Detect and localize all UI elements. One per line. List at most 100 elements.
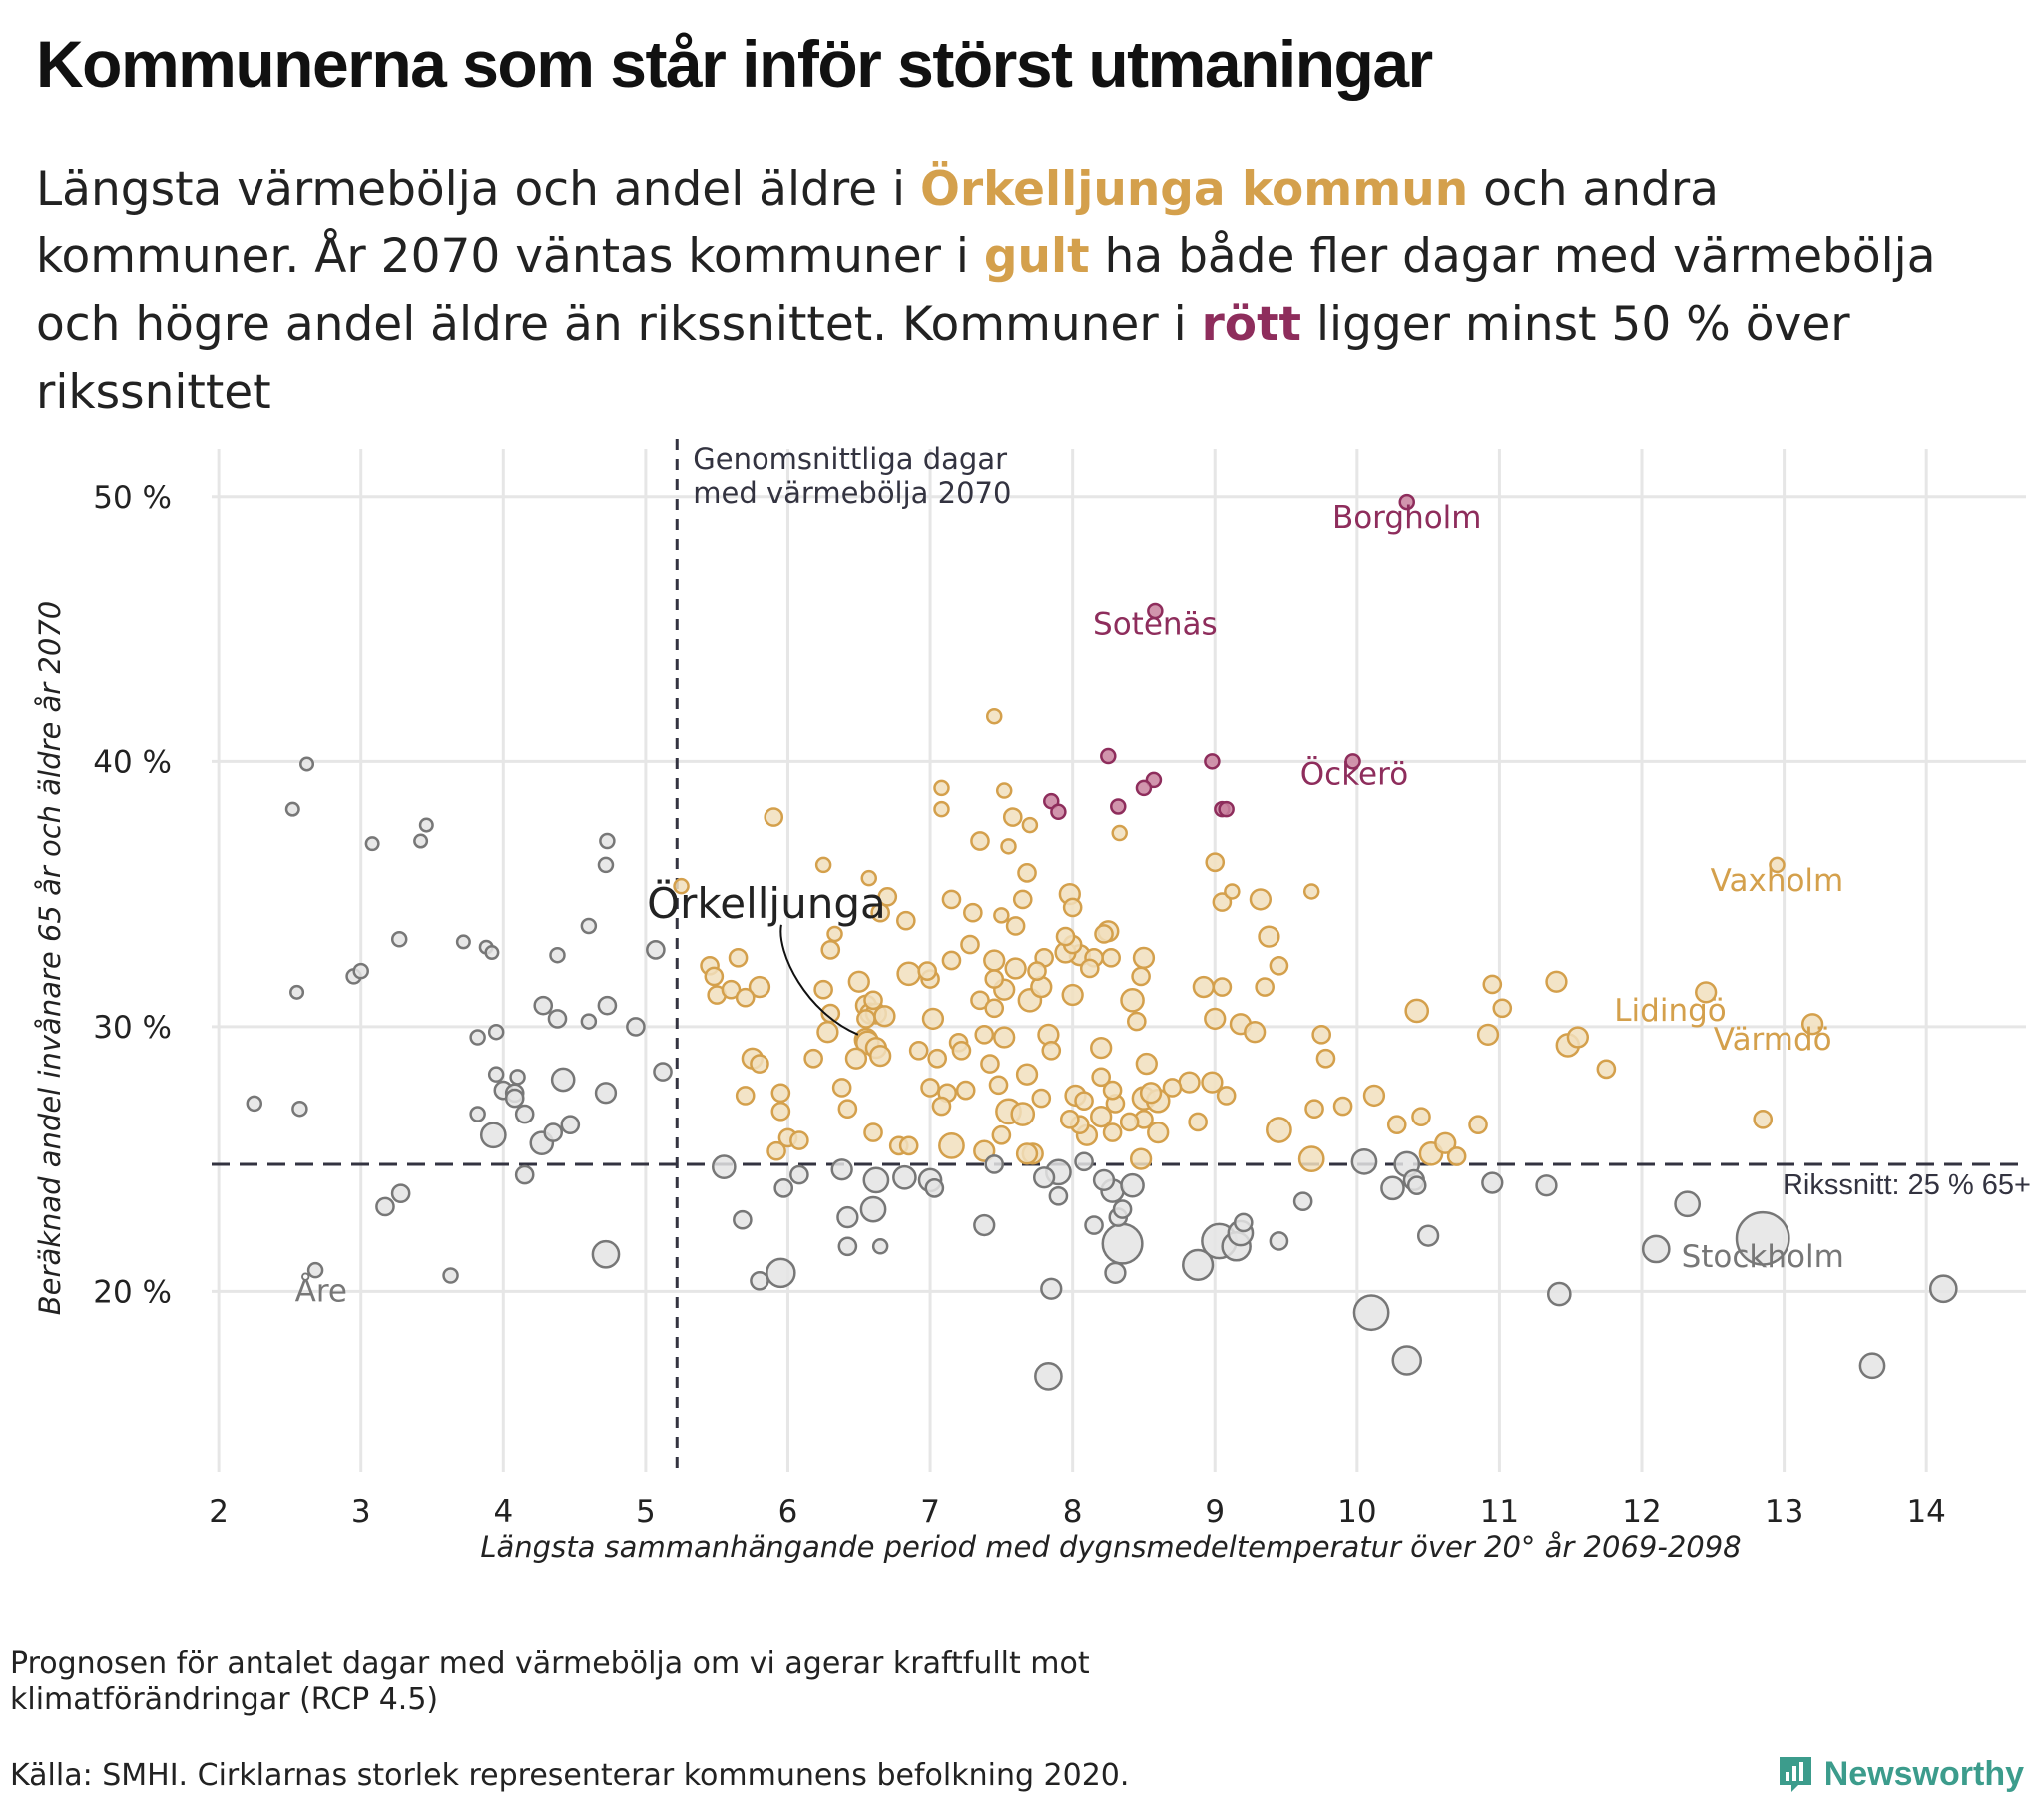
data-point-gold[interactable] <box>1482 974 1503 995</box>
data-point-gold[interactable] <box>1129 1147 1153 1170</box>
data-point-grey[interactable] <box>413 833 429 849</box>
data-point-gold[interactable] <box>983 949 1006 972</box>
data-point-grey[interactable] <box>299 756 315 772</box>
data-point-grey[interactable] <box>487 1023 505 1041</box>
data-point-gold[interactable] <box>770 1102 791 1122</box>
data-point-gold[interactable] <box>1120 988 1145 1013</box>
data-point-grey[interactable] <box>1112 1199 1133 1219</box>
data-point-gold[interactable] <box>1119 1112 1140 1132</box>
data-point-red[interactable] <box>1100 747 1117 765</box>
data-point-grey[interactable] <box>284 801 300 817</box>
data-point-grey[interactable] <box>1391 1345 1422 1376</box>
data-point-gold[interactable] <box>770 1083 791 1104</box>
data-point-gold[interactable] <box>908 1040 929 1061</box>
data-point-gold[interactable] <box>1192 975 1215 999</box>
data-point-grey[interactable] <box>1350 1147 1378 1175</box>
data-point-grey[interactable] <box>509 1069 526 1086</box>
data-point-grey[interactable] <box>871 1238 889 1255</box>
data-point-grey[interactable] <box>837 1236 858 1257</box>
data-point-gold[interactable] <box>766 1140 786 1161</box>
data-point-gold[interactable] <box>1178 1071 1201 1094</box>
data-point-grey[interactable] <box>1928 1274 1958 1304</box>
data-point-gold[interactable] <box>1266 1117 1292 1143</box>
data-point-grey[interactable] <box>1546 1281 1572 1307</box>
data-point-grey[interactable] <box>984 1154 1005 1174</box>
data-point-grey[interactable] <box>924 1178 945 1198</box>
data-point-gold[interactable] <box>1131 966 1151 987</box>
data-point-grey[interactable] <box>580 1013 598 1030</box>
data-point-grey[interactable] <box>418 817 434 833</box>
data-point-gold[interactable] <box>1244 1021 1267 1044</box>
data-point-gold[interactable] <box>941 950 962 971</box>
data-point-gold[interactable] <box>1446 1146 1467 1166</box>
data-point-grey[interactable] <box>375 1196 395 1217</box>
data-point-gold[interactable] <box>1269 955 1289 976</box>
data-point-gold[interactable] <box>728 948 749 968</box>
data-point-gold[interactable] <box>1476 1023 1500 1047</box>
data-point-grey[interactable] <box>352 962 369 980</box>
data-point-gold[interactable] <box>1015 1142 1039 1165</box>
data-point-gold[interactable] <box>1212 977 1233 997</box>
data-point-gold[interactable] <box>1102 1122 1123 1142</box>
data-point-gold[interactable] <box>860 869 878 887</box>
newsworthy-logo[interactable]: Newsworthy <box>1777 1754 2024 1794</box>
data-point-gold[interactable] <box>933 779 950 797</box>
data-point-gold[interactable] <box>1059 1110 1080 1129</box>
data-point-grey[interactable] <box>1101 1222 1144 1265</box>
data-point-grey[interactable] <box>1481 1171 1504 1194</box>
data-point-grey[interactable] <box>1084 1215 1104 1235</box>
data-point-grey[interactable] <box>1406 1175 1427 1196</box>
data-point-grey[interactable] <box>599 832 616 850</box>
data-point-gold[interactable] <box>1004 957 1027 980</box>
data-point-grey[interactable] <box>484 945 500 961</box>
data-point-gold[interactable] <box>1311 1025 1332 1045</box>
data-point-gold[interactable] <box>993 907 1010 924</box>
data-point-gold[interactable] <box>941 889 962 910</box>
data-point-grey[interactable] <box>733 1209 753 1230</box>
data-point-gold[interactable] <box>1201 1071 1224 1094</box>
data-point-grey[interactable] <box>504 1088 525 1109</box>
data-point-grey[interactable] <box>1535 1174 1558 1197</box>
data-point-grey[interactable] <box>547 1009 568 1029</box>
data-point-grey[interactable] <box>533 995 554 1016</box>
data-point-gold[interactable] <box>955 1080 976 1101</box>
data-point-red[interactable] <box>1050 803 1067 821</box>
data-point-gold[interactable] <box>704 966 725 987</box>
data-point-gold[interactable] <box>1411 1107 1431 1126</box>
data-point-gold[interactable] <box>1091 1067 1111 1088</box>
data-point-grey[interactable] <box>594 1082 618 1105</box>
data-point-grey[interactable] <box>1120 1172 1145 1198</box>
data-point-gold[interactable] <box>1188 1112 1208 1132</box>
data-point-grey[interactable] <box>1674 1190 1702 1218</box>
data-point-grey[interactable] <box>442 1267 459 1284</box>
data-point-gold[interactable] <box>991 1124 1012 1145</box>
data-point-grey[interactable] <box>1048 1186 1069 1206</box>
data-point-grey[interactable] <box>711 1154 737 1179</box>
data-point-gold[interactable] <box>735 1086 756 1106</box>
data-point-gold[interactable] <box>1566 1026 1589 1049</box>
data-point-gold[interactable] <box>1304 1099 1324 1120</box>
data-point-grey[interactable] <box>892 1164 917 1190</box>
data-point-gold[interactable] <box>1224 883 1241 900</box>
data-point-gold[interactable] <box>764 807 784 827</box>
data-point-gold[interactable] <box>869 1044 892 1068</box>
data-point-grey[interactable] <box>1104 1261 1127 1284</box>
data-point-gold[interactable] <box>921 1007 945 1031</box>
data-point-gold[interactable] <box>1315 1048 1336 1069</box>
data-point-grey[interactable] <box>455 934 471 950</box>
data-point-gold[interactable] <box>816 1021 839 1044</box>
data-point-gold[interactable] <box>1132 946 1156 969</box>
data-point-grey[interactable] <box>862 1166 890 1194</box>
data-point-gold[interactable] <box>1249 888 1273 911</box>
data-point-gold[interactable] <box>820 940 841 960</box>
data-point-grey[interactable] <box>626 1017 646 1037</box>
data-point-gold[interactable] <box>813 979 833 1000</box>
data-point-gold[interactable] <box>814 856 832 874</box>
data-point-grey[interactable] <box>1416 1224 1440 1247</box>
data-point-gold[interactable] <box>1492 998 1513 1019</box>
data-point-gold[interactable] <box>1753 1110 1774 1129</box>
data-point-grey[interactable] <box>390 931 408 948</box>
data-point-grey[interactable] <box>560 1115 581 1134</box>
data-point-gold[interactable] <box>963 902 983 923</box>
data-point-gold[interactable] <box>1386 1115 1407 1134</box>
